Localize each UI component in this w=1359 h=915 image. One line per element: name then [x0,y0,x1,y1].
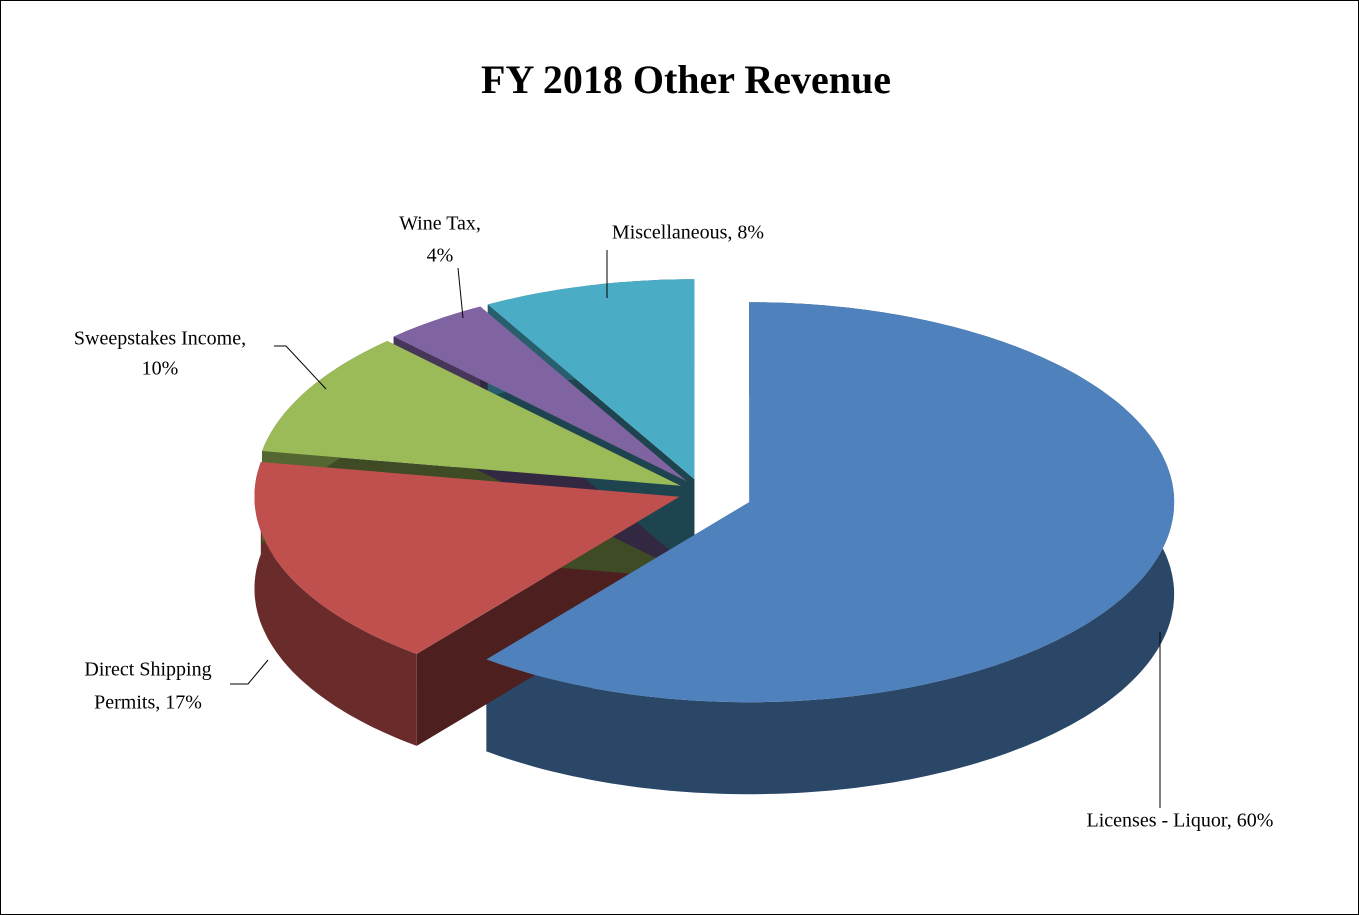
slice [393,306,687,482]
data-label: 4% [427,245,454,267]
leader-line [230,659,269,685]
data-labels: Licenses - Liquor, 60% Direct Shipping Per… [74,213,1274,832]
slice [262,341,681,486]
leader-line [457,267,464,319]
slice [486,302,1175,703]
slice-wall [254,462,417,746]
data-label: Licenses - Liquor, 60% [1087,810,1274,832]
slice [254,462,680,654]
leader-line [274,345,327,390]
data-label: Permits, 17% [94,692,202,714]
pie-tops [254,279,1175,703]
data-label: Direct Shipping [84,659,211,681]
data-label: Wine Tax, [399,213,481,235]
data-label: Miscellaneous, 8% [612,222,764,244]
chart-title: FY 2018 Other Revenue [481,57,891,102]
data-label: 10% [142,358,179,380]
slice [487,279,695,480]
data-label: Sweepstakes Income, [74,328,246,350]
